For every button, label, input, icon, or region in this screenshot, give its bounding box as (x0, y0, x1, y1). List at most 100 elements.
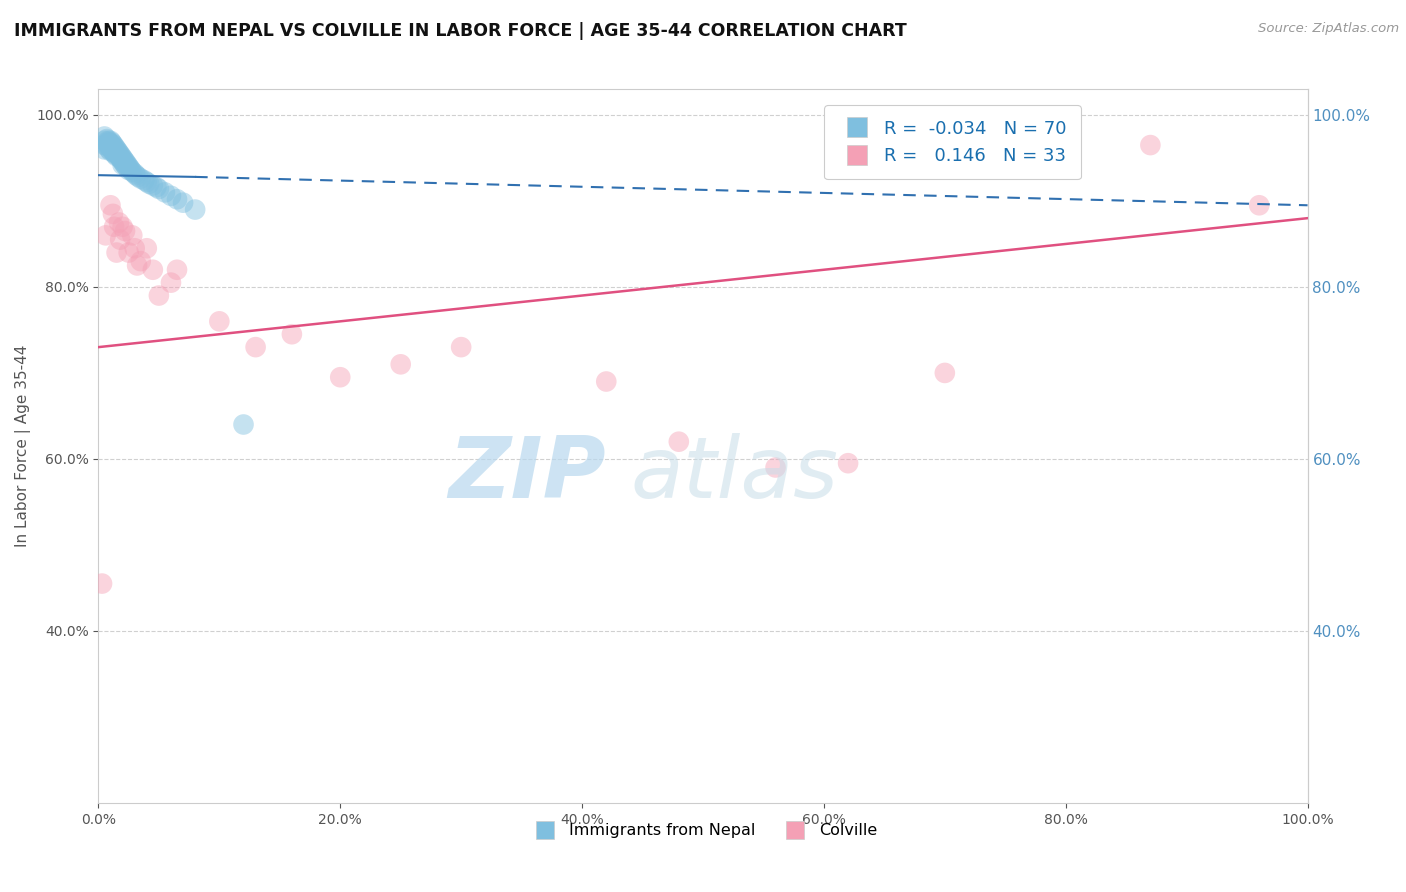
Point (166, 192, 188, 206)
Point (93, 142, 115, 156)
Point (765, 460, 787, 475)
Point (100, 137, 122, 152)
Point (100, 141, 122, 155)
Point (104, 141, 127, 155)
Point (100, 139, 122, 153)
Point (281, 327, 304, 342)
Point (668, 434, 690, 449)
Point (389, 357, 412, 371)
Point (108, 215, 131, 229)
Point (837, 456, 859, 470)
Point (101, 207, 124, 221)
Point (245, 340, 267, 354)
Point (450, 340, 472, 354)
Point (121, 165, 143, 179)
Point (111, 154, 134, 169)
Point (118, 245, 141, 260)
Point (101, 137, 124, 152)
Point (1139, 138, 1161, 153)
Point (96, 132, 118, 146)
Point (111, 151, 134, 165)
Point (112, 153, 135, 167)
Point (160, 189, 183, 203)
Point (100, 144, 122, 158)
Point (127, 169, 149, 184)
Point (108, 151, 131, 165)
Point (115, 156, 138, 170)
Point (142, 262, 165, 277)
Point (114, 224, 136, 238)
Point (103, 145, 125, 160)
Point (125, 168, 148, 182)
Point (138, 177, 160, 191)
Legend: Immigrants from Nepal, Colville: Immigrants from Nepal, Colville (523, 817, 883, 845)
Point (108, 145, 131, 160)
Point (105, 245, 128, 260)
Point (108, 149, 131, 163)
Point (97, 137, 120, 152)
Point (134, 173, 156, 187)
Point (93, 138, 115, 153)
Point (129, 254, 152, 268)
Point (100, 136, 122, 150)
Point (98, 136, 121, 150)
Point (135, 241, 157, 255)
Point (112, 156, 135, 170)
Point (172, 195, 194, 210)
Point (98, 142, 121, 156)
Point (166, 262, 188, 277)
Point (100, 198, 122, 212)
Point (114, 158, 136, 172)
Point (118, 161, 141, 176)
Point (107, 144, 129, 158)
Point (111, 219, 134, 234)
Text: IMMIGRANTS FROM NEPAL VS COLVILLE IN LABOR FORCE | AGE 35-44 CORRELATION CHART: IMMIGRANTS FROM NEPAL VS COLVILLE IN LAB… (14, 22, 907, 40)
Point (148, 182, 170, 196)
Point (91, 576, 114, 591)
Point (103, 142, 125, 156)
Text: ZIP: ZIP (449, 433, 606, 516)
Point (118, 160, 141, 174)
Point (94, 228, 117, 243)
Text: Source: ZipAtlas.com: Source: ZipAtlas.com (1258, 22, 1399, 36)
Point (110, 149, 132, 163)
Point (232, 417, 254, 432)
Point (595, 375, 617, 389)
Point (129, 171, 152, 186)
Point (105, 142, 128, 156)
Point (153, 186, 176, 200)
Point (135, 175, 157, 189)
Point (148, 288, 170, 302)
Point (101, 141, 124, 155)
Point (105, 149, 128, 163)
Point (115, 160, 138, 174)
Point (105, 145, 128, 160)
Point (121, 228, 143, 243)
Point (110, 153, 132, 167)
Point (93, 134, 115, 148)
Point (184, 202, 207, 217)
Point (107, 147, 129, 161)
Point (108, 233, 131, 247)
Point (124, 241, 146, 255)
Point (103, 139, 125, 153)
Point (111, 158, 134, 172)
Y-axis label: In Labor Force | Age 35-44: In Labor Force | Age 35-44 (14, 345, 31, 547)
Point (934, 366, 956, 380)
Point (104, 147, 127, 161)
Point (108, 147, 131, 161)
Point (118, 163, 141, 178)
Point (98, 139, 121, 153)
Point (120, 163, 142, 178)
Point (160, 276, 183, 290)
Point (124, 166, 146, 180)
Point (93, 129, 115, 144)
Point (104, 144, 127, 158)
Point (127, 259, 149, 273)
Point (117, 158, 139, 172)
Point (103, 219, 125, 234)
Point (96, 136, 118, 150)
Point (329, 370, 352, 384)
Point (114, 154, 136, 169)
Point (96, 139, 118, 153)
